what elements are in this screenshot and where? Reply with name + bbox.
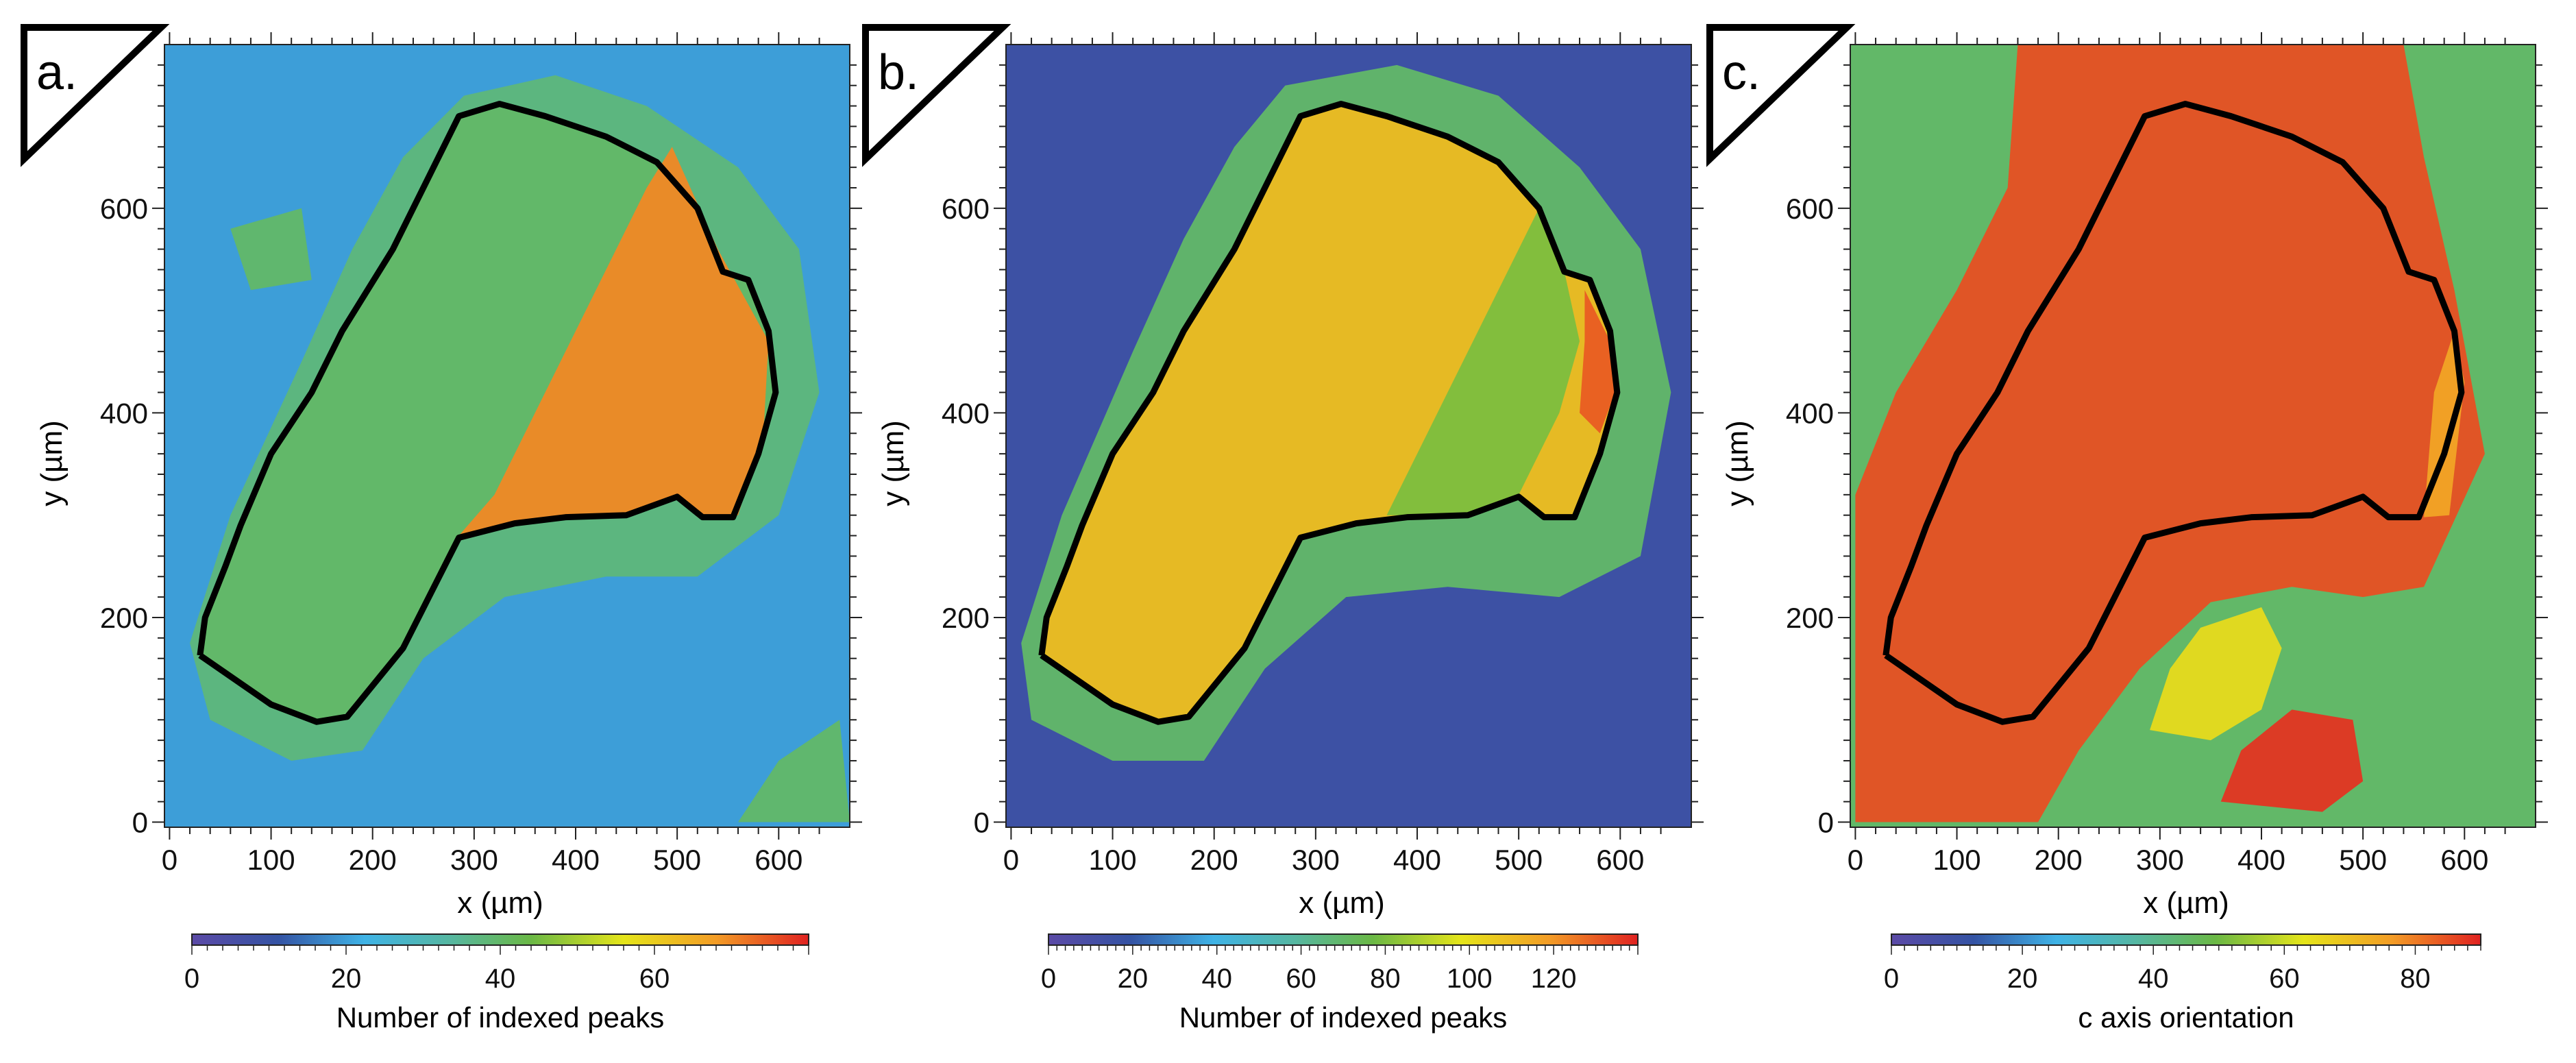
axis-ticks-a: 0 100 200 300 400 500 600 0 200 400 600 <box>100 32 862 876</box>
colorbar-a: 0 20 40 60 Number of indexed peaks <box>184 933 809 1034</box>
colorbar-tick-label: 100 <box>1447 964 1493 994</box>
region-grain-body-yellow <box>1041 103 1617 722</box>
y-tick-label: 400 <box>100 397 148 429</box>
colorbar-label-c: c axis orientation <box>2078 1001 2294 1034</box>
y-tick-label: 400 <box>942 397 990 429</box>
heatmap-regions-a <box>190 75 850 822</box>
panel-label-a: a. <box>21 24 170 167</box>
x-tick-label: 0 <box>162 844 177 876</box>
region-main-orange-domain <box>1855 45 2485 822</box>
plot-frame-a <box>164 44 850 828</box>
y-tick-label: 0 <box>132 807 148 839</box>
y-tick-label: 400 <box>1786 397 1834 429</box>
colorbar-tick-label: 80 <box>2400 964 2431 994</box>
x-tick-label: 0 <box>1003 844 1019 876</box>
y-tick-label: 200 <box>942 602 990 634</box>
panel-label-c: c. <box>1706 24 1856 167</box>
region-green-patch-right <box>738 720 850 822</box>
panel-label-b: b. <box>862 24 1011 167</box>
region-orange-strip <box>2424 330 2465 517</box>
y-axis-label-c: y (µm) <box>1721 420 1754 506</box>
heatmap-regions-c <box>1855 45 2485 822</box>
colorbar-c: 0 20 40 60 80 c axis orientation <box>1884 933 2481 1034</box>
panel-label-text-c: c. <box>1722 45 1761 100</box>
colorbar-tick-label: 60 <box>639 964 670 994</box>
y-tick-label: 200 <box>100 602 148 634</box>
y-axis-label-a: y (µm) <box>35 420 69 506</box>
y-tick-label: 0 <box>974 807 990 839</box>
x-tick-label: 400 <box>1393 844 1441 876</box>
x-tick-label: 300 <box>1292 844 1340 876</box>
x-tick-label: 300 <box>450 844 498 876</box>
colorbar-tick-label: 40 <box>1201 964 1232 994</box>
colorbar-tick-label: 60 <box>2269 964 2300 994</box>
region-red-patch <box>2220 709 2364 812</box>
colorbar-b: 0 20 40 60 80 100 120 Number of indexed peaks <box>1041 933 1639 1034</box>
x-tick-label: 600 <box>755 844 802 876</box>
region-red-high-peak-zone <box>458 147 769 536</box>
axis-ticks-b: 0 100 200 300 400 500 600 0 200 400 600 <box>942 32 1704 876</box>
colorbar-tick-label: 20 <box>2007 964 2038 994</box>
x-tick-label: 200 <box>1190 844 1238 876</box>
y-tick-label: 200 <box>1786 602 1834 634</box>
grain-outline-b <box>1038 101 1621 725</box>
x-tick-label: 200 <box>2035 844 2083 876</box>
y-tick-label: 600 <box>942 193 990 225</box>
colorbar-tick-label: 20 <box>1118 964 1149 994</box>
x-tick-label: 500 <box>2339 844 2387 876</box>
colorbar-tick-label: 0 <box>184 964 199 994</box>
x-tick-label: 400 <box>552 844 600 876</box>
panel-label-text-b: b. <box>878 45 919 100</box>
x-axis-label-c: x (µm) <box>2143 886 2229 920</box>
y-tick-label: 600 <box>100 193 148 225</box>
x-tick-label: 600 <box>1596 844 1644 876</box>
y-tick-label: 0 <box>1818 807 1834 839</box>
x-tick-label: 100 <box>247 844 295 876</box>
x-tick-label: 400 <box>2237 844 2285 876</box>
x-tick-label: 200 <box>349 844 397 876</box>
x-axis-label-a: x (µm) <box>457 886 543 920</box>
x-tick-label: 100 <box>1933 844 1981 876</box>
x-tick-label: 0 <box>1848 844 1863 876</box>
colorbar-ticks-c: 0 20 40 60 80 <box>1884 945 2481 994</box>
colorbar-tick-label: 120 <box>1531 964 1577 994</box>
colorbar-gradient-b <box>1048 933 1639 946</box>
colorbar-gradient-a <box>191 933 809 946</box>
plot-frame-b <box>1005 44 1692 828</box>
x-tick-label: 300 <box>2136 844 2184 876</box>
panel-label-text-a: a. <box>36 45 77 100</box>
colorbar-tick-label: 20 <box>331 964 362 994</box>
y-axis-label-b: y (µm) <box>876 420 910 506</box>
x-tick-label: 100 <box>1089 844 1137 876</box>
grain-outline-c <box>1882 101 2465 725</box>
axis-ticks-c: 0 100 200 300 400 500 600 0 200 400 600 <box>1786 32 2548 876</box>
x-tick-label: 500 <box>1495 844 1543 876</box>
colorbar-tick-label: 0 <box>1041 964 1056 994</box>
colorbar-tick-label: 80 <box>1370 964 1401 994</box>
region-red-rim <box>1580 290 1615 434</box>
plot-frame-c <box>1850 44 2536 828</box>
colorbar-tick-label: 60 <box>1286 964 1316 994</box>
colorbar-tick-label: 40 <box>485 964 516 994</box>
colorbar-ticks-b: 0 20 40 60 80 100 120 <box>1041 945 1639 994</box>
x-tick-label: 600 <box>2440 844 2488 876</box>
colorbar-label-b: Number of indexed peaks <box>1179 1001 1508 1034</box>
x-axis-label-b: x (µm) <box>1299 886 1385 920</box>
colorbar-label-a: Number of indexed peaks <box>336 1001 665 1034</box>
region-yellow-blob <box>2150 607 2282 741</box>
colorbar-gradient-c <box>1891 933 2481 946</box>
region-grain-green-strip <box>1386 208 1580 515</box>
colorbar-tick-label: 40 <box>2138 964 2169 994</box>
heatmap-regions-b <box>1021 64 1671 761</box>
colorbar-ticks-a: 0 20 40 60 <box>184 945 809 994</box>
y-tick-label: 600 <box>1786 193 1834 225</box>
grain-outline-a <box>197 101 779 725</box>
x-tick-label: 500 <box>653 844 701 876</box>
colorbar-tick-label: 0 <box>1884 964 1899 994</box>
region-green-patch-left <box>230 208 312 291</box>
